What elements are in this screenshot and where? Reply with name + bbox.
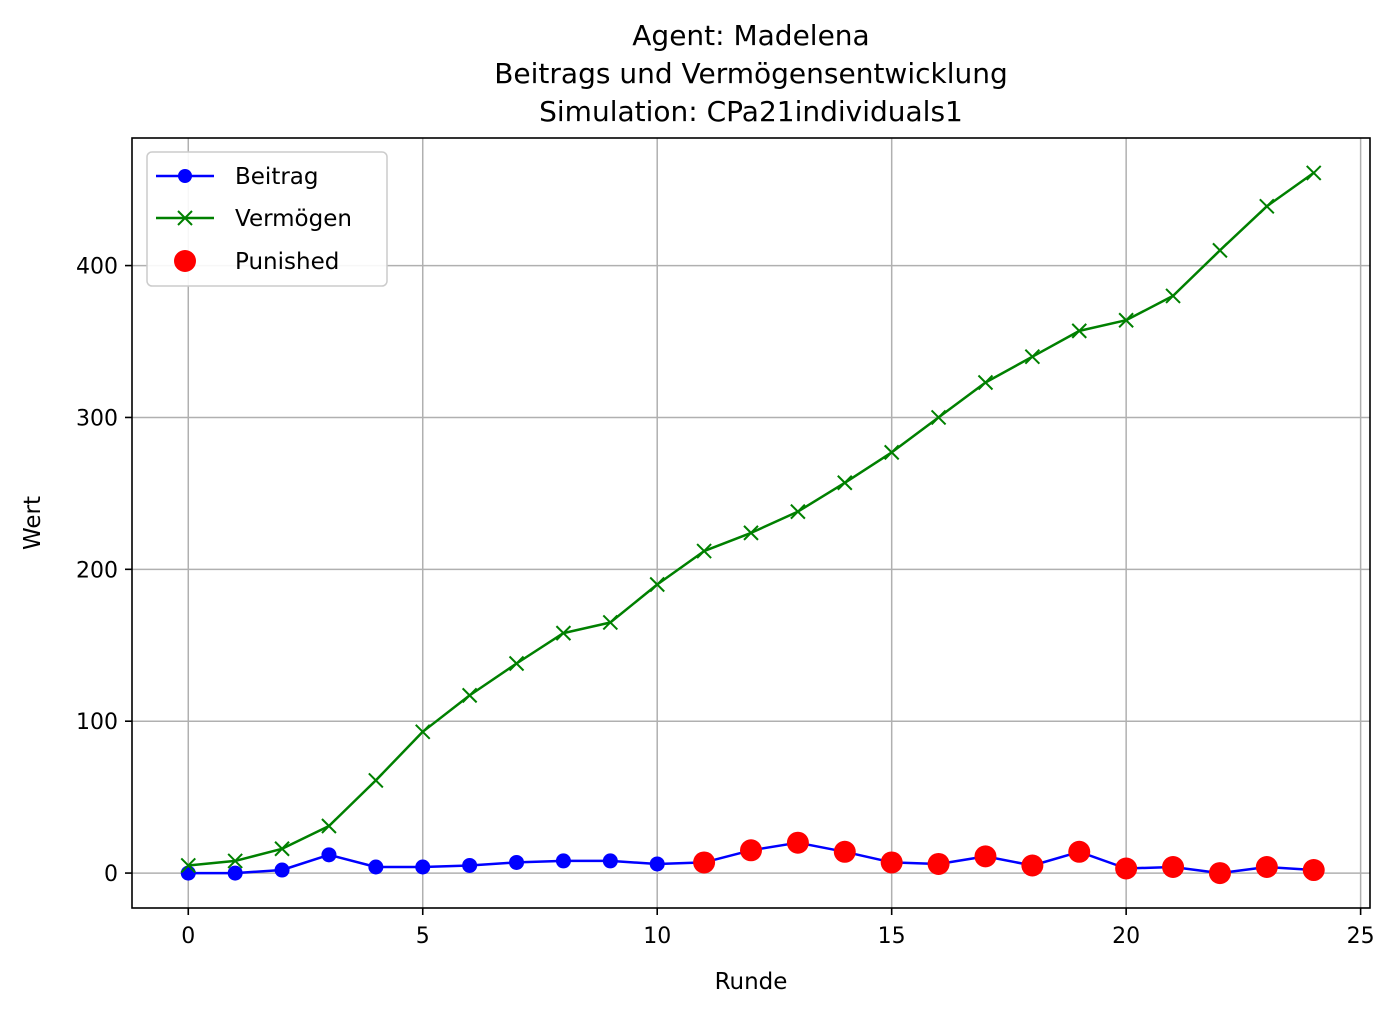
data-point-1-7 [508, 655, 525, 672]
punished-point-11 [1208, 862, 1231, 885]
x-axis-label: Runde [715, 969, 788, 995]
punished-point-8 [1068, 840, 1091, 863]
punished-point-3 [833, 840, 856, 863]
data-point-1-8 [555, 625, 572, 641]
axis-ticks: 0 5 10 15 20 25 0 100 200 300 400 [76, 255, 1375, 949]
data-point-1-14 [837, 475, 853, 491]
y-tick-label-0: 0 [104, 862, 118, 887]
data-point-1-11 [696, 543, 712, 559]
y-tick-label-300: 300 [76, 406, 118, 431]
y-tick-label-200: 200 [76, 558, 118, 583]
x-tick-label-5: 5 [416, 924, 430, 949]
legend-marker-beitrag [178, 169, 192, 183]
data-point-1-6 [461, 687, 478, 704]
legend-label-vermoegen: Vermögen [235, 206, 352, 232]
punished-point-2 [786, 831, 809, 854]
legend: Beitrag Vermögen Punished [146, 151, 388, 287]
legend-item-punished: Punished [174, 249, 339, 275]
punished-point-0 [693, 851, 716, 874]
y-tick-label-400: 400 [76, 255, 118, 280]
data-point-1-9 [602, 614, 619, 631]
data-point-1-23 [1259, 198, 1275, 215]
x-tick-label-15: 15 [878, 924, 906, 949]
legend-label-punished: Punished [235, 249, 339, 275]
data-point-1-1 [227, 853, 243, 869]
punished-point-12 [1255, 855, 1278, 878]
legend-marker-vermoegen [177, 210, 193, 226]
punished-point-10 [1162, 855, 1185, 878]
data-point-1-4 [368, 772, 384, 789]
grid [132, 138, 1370, 908]
x-tick-label-10: 10 [643, 924, 671, 949]
data-point-1-12 [743, 525, 759, 541]
punished-point-13 [1302, 859, 1325, 882]
punished-point-5 [927, 852, 950, 875]
data-point-1-13 [790, 503, 806, 520]
data-point-0-2 [274, 862, 290, 878]
data-point-1-24 [1306, 165, 1322, 181]
data-point-0-6 [462, 857, 478, 873]
legend-label-beitrag: Beitrag [235, 164, 319, 190]
data-point-1-3 [321, 818, 337, 834]
series-punished [693, 831, 1325, 885]
title-line-3: Simulation: CPa21individuals1 [539, 95, 963, 128]
data-point-0-1 [227, 865, 243, 881]
data-point-0-7 [509, 854, 525, 870]
punished-point-4 [880, 851, 903, 874]
data-point-0-4 [368, 859, 384, 875]
punished-point-7 [1021, 854, 1044, 877]
title-line-1: Agent: Madelena [632, 19, 869, 52]
axes-frame [131, 137, 1371, 909]
punished-point-9 [1115, 857, 1138, 880]
data-point-0-9 [602, 853, 618, 869]
punished-point-6 [974, 845, 997, 868]
y-tick-label-100: 100 [76, 710, 118, 735]
title-line-2: Beitrags und Vermögensentwicklung [494, 57, 1008, 90]
y-axis-label: Wert [20, 496, 46, 550]
data-point-1-16 [930, 409, 947, 426]
data-point-1-20 [1118, 312, 1134, 328]
data-point-1-10 [649, 576, 665, 593]
chart-title: Agent: Madelena Beitrags und Vermögensen… [494, 19, 1008, 128]
legend-marker-punished [174, 250, 196, 272]
legend-item-beitrag: Beitrag [156, 164, 319, 190]
data-point-1-17 [977, 374, 994, 391]
data-point-1-5 [415, 724, 431, 740]
x-tick-label-20: 20 [1112, 924, 1140, 949]
data-point-1-0 [180, 857, 196, 874]
data-point-1-21 [1165, 288, 1181, 304]
legend-item-vermoegen: Vermögen [156, 206, 352, 232]
data-point-1-2 [274, 841, 290, 857]
series-1 [180, 165, 1322, 874]
x-tick-label-25: 25 [1347, 924, 1375, 949]
data-point-0-10 [649, 856, 665, 872]
data-point-0-5 [415, 859, 431, 875]
data-point-1-19 [1071, 323, 1087, 339]
data-point-0-0 [180, 865, 196, 881]
data-point-1-18 [1024, 348, 1041, 365]
data-point-0-8 [555, 853, 571, 869]
x-tick-label-0: 0 [181, 924, 195, 949]
legend-box [146, 151, 388, 287]
data-point-1-22 [1212, 242, 1228, 259]
data-point-0-3 [321, 847, 337, 863]
data-point-1-15 [883, 444, 900, 461]
punished-point-1 [740, 839, 762, 862]
plot-area [180, 165, 1325, 885]
